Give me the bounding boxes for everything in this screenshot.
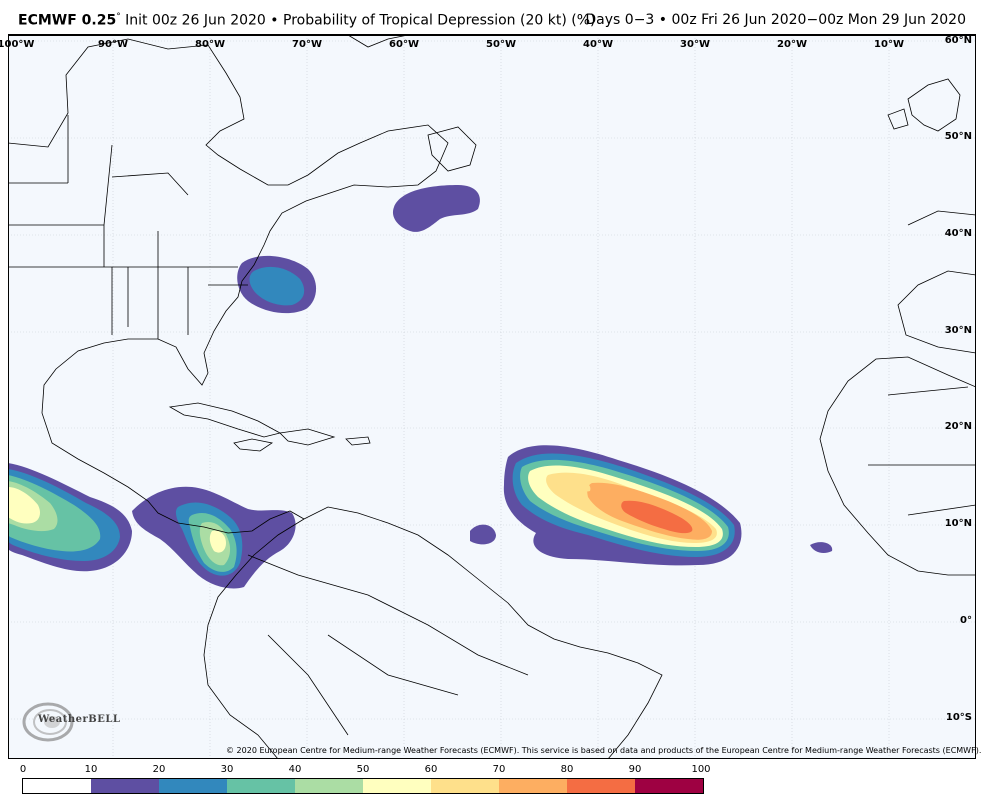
colorbar-cell bbox=[227, 779, 295, 793]
colorbar-cell bbox=[91, 779, 159, 793]
lat-label-10n: 10°N bbox=[944, 518, 972, 529]
lon-label-60w: 60°W bbox=[389, 39, 419, 50]
colorbar-cell bbox=[431, 779, 499, 793]
colorbar-cell bbox=[159, 779, 227, 793]
colorbar-tick: 60 bbox=[424, 764, 438, 775]
init-time: Init 00z 26 Jun 2020 bbox=[125, 12, 266, 29]
canada-system-10 bbox=[392, 185, 480, 232]
colorbar-tick: 50 bbox=[356, 764, 370, 775]
lon-label-40w: 40°W bbox=[583, 39, 613, 50]
colorbar-tick: 40 bbox=[288, 764, 302, 775]
colorbar-tick: 0 bbox=[19, 764, 27, 775]
valid-range: Days 0−3 • 00z Fri 26 Jun 2020−00z Mon 2… bbox=[585, 12, 966, 28]
lat-label-60n: 60°N bbox=[944, 35, 972, 46]
lon-label-10w: 10°W bbox=[874, 39, 904, 50]
lat-label-50n: 50°N bbox=[944, 131, 972, 142]
lon-label-20w: 20°W bbox=[777, 39, 807, 50]
colorbar-tick: 100 bbox=[691, 764, 711, 775]
graticule bbox=[8, 35, 976, 759]
lon-label-70w: 70°W bbox=[292, 39, 322, 50]
title-bar: ECMWF 0.25° Init 00z 26 Jun 2020 • Proba… bbox=[0, 0, 984, 34]
probability-shading bbox=[8, 185, 833, 589]
colorbar-tick: 30 bbox=[220, 764, 234, 775]
copyright-credit: © 2020 European Centre for Medium-range … bbox=[226, 746, 982, 755]
product-name: Probability of Tropical Depression (20 k… bbox=[283, 12, 596, 29]
colorbar-cell bbox=[363, 779, 431, 793]
weatherbell-swirl-icon bbox=[22, 702, 74, 742]
lat-label-10s: 10°S bbox=[945, 712, 972, 723]
colorbar-tick: 10 bbox=[84, 764, 98, 775]
lon-label-100w: 100°W bbox=[0, 39, 35, 50]
lon-label-30w: 30°W bbox=[680, 39, 710, 50]
colorbar-tick: 90 bbox=[628, 764, 642, 775]
colorbar-cell bbox=[295, 779, 363, 793]
title-bullet: • bbox=[270, 12, 279, 29]
map-frame bbox=[8, 35, 976, 759]
map-canvas bbox=[8, 35, 976, 759]
coastlines bbox=[8, 35, 976, 759]
model-name: ECMWF 0.25 bbox=[18, 12, 117, 29]
colorbar bbox=[22, 778, 704, 794]
lon-label-50w: 50°W bbox=[486, 39, 516, 50]
colorbar-cell bbox=[23, 779, 91, 793]
logo-text: WeatherBELL bbox=[38, 714, 121, 725]
lon-label-80w: 80°W bbox=[195, 39, 225, 50]
lat-label-20n: 20°N bbox=[944, 421, 972, 432]
lat-label-30n: 30°N bbox=[944, 325, 972, 336]
colorbar-tick: 70 bbox=[492, 764, 506, 775]
colorbar-tick: 20 bbox=[152, 764, 166, 775]
colorbar-cell bbox=[635, 779, 703, 793]
lat-label-40n: 40°N bbox=[944, 228, 972, 239]
degree-mark: ° bbox=[116, 12, 121, 22]
lat-label-0: 0° bbox=[960, 615, 972, 626]
atlantic-system-80 bbox=[621, 500, 693, 534]
weatherbell-logo: WeatherBELL bbox=[20, 700, 120, 744]
lon-label-90w: 90°W bbox=[98, 39, 128, 50]
atlantic-blob-west bbox=[470, 524, 496, 545]
colorbar-cell bbox=[499, 779, 567, 793]
colorbar-cell bbox=[567, 779, 635, 793]
colorbar-tick: 80 bbox=[560, 764, 574, 775]
map-panel[interactable]: 100°W 90°W 80°W 70°W 60°W 50°W 40°W 30°W… bbox=[0, 34, 976, 759]
chart-title: ECMWF 0.25° Init 00z 26 Jun 2020 • Proba… bbox=[18, 12, 595, 29]
